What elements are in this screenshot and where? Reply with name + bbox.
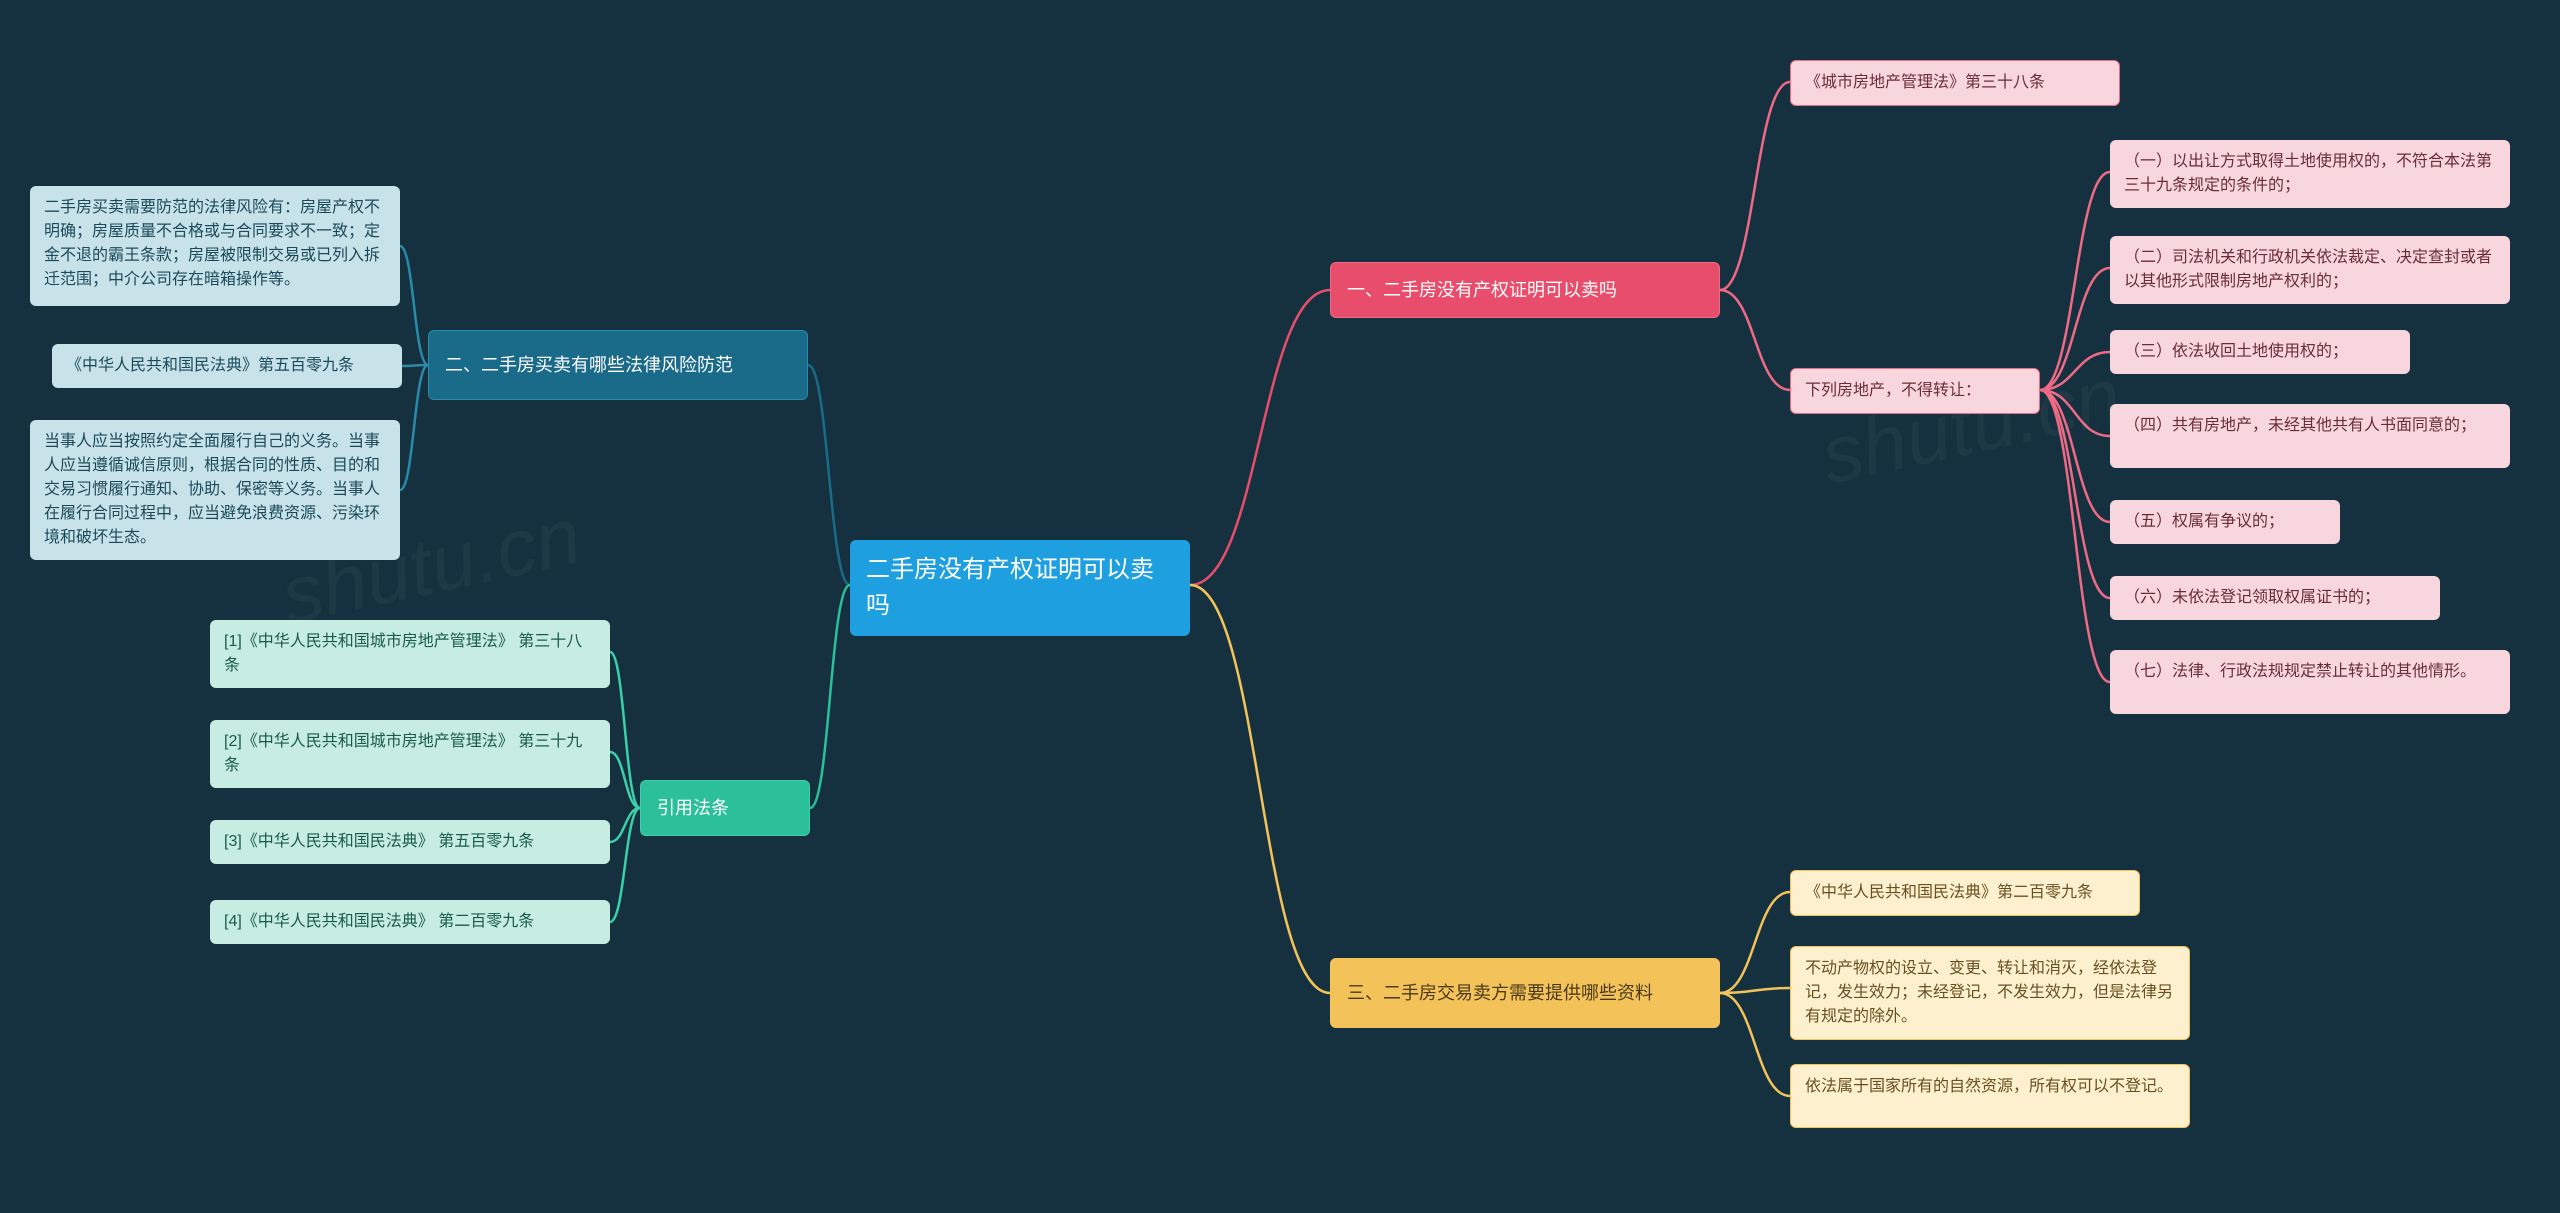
branch-1-2-a[interactable]: （一）以出让方式取得土地使用权的，不符合本法第三十九条规定的条件的； xyxy=(2110,140,2510,208)
branch-1-2-c[interactable]: （三）依法收回土地使用权的； xyxy=(2110,330,2410,374)
branch-4-child-1[interactable]: [1]《中华人民共和国城市房地产管理法》 第三十八条 xyxy=(210,620,610,688)
branch-2-child-1[interactable]: 二手房买卖需要防范的法律风险有：房屋产权不明确；房屋质量不合格或与合同要求不一致… xyxy=(30,186,400,306)
branch-3-child-1[interactable]: 《中华人民共和国民法典》第二百零九条 xyxy=(1790,870,2140,916)
branch-1-2-g[interactable]: （七）法律、行政法规规定禁止转让的其他情形。 xyxy=(2110,650,2510,714)
branch-1-2-f[interactable]: （六）未依法登记领取权属证书的； xyxy=(2110,576,2440,620)
branch-3-child-3[interactable]: 依法属于国家所有的自然资源，所有权可以不登记。 xyxy=(1790,1064,2190,1128)
branch-3[interactable]: 三、二手房交易卖方需要提供哪些资料 xyxy=(1330,958,1720,1028)
branch-4-child-3[interactable]: [3]《中华人民共和国民法典》 第五百零九条 xyxy=(210,820,610,864)
branch-2[interactable]: 二、二手房买卖有哪些法律风险防范 xyxy=(428,330,808,400)
root-node[interactable]: 二手房没有产权证明可以卖吗 xyxy=(850,540,1190,636)
branch-2-child-2[interactable]: 《中华人民共和国民法典》第五百零九条 xyxy=(52,344,402,388)
branch-4-child-4[interactable]: [4]《中华人民共和国民法典》 第二百零九条 xyxy=(210,900,610,944)
branch-1-child-2[interactable]: 下列房地产，不得转让： xyxy=(1790,368,2040,414)
branch-1-2-b[interactable]: （二）司法机关和行政机关依法裁定、决定查封或者以其他形式限制房地产权利的； xyxy=(2110,236,2510,304)
branch-4-child-2[interactable]: [2]《中华人民共和国城市房地产管理法》 第三十九条 xyxy=(210,720,610,788)
branch-2-child-3[interactable]: 当事人应当按照约定全面履行自己的义务。当事人应当遵循诚信原则，根据合同的性质、目… xyxy=(30,420,400,560)
branch-1-2-d[interactable]: （四）共有房地产，未经其他共有人书面同意的； xyxy=(2110,404,2510,468)
branch-4[interactable]: 引用法条 xyxy=(640,780,810,836)
branch-3-child-2[interactable]: 不动产物权的设立、变更、转让和消灭，经依法登记，发生效力；未经登记，不发生效力，… xyxy=(1790,946,2190,1040)
branch-1[interactable]: 一、二手房没有产权证明可以卖吗 xyxy=(1330,262,1720,318)
branch-1-child-1[interactable]: 《城市房地产管理法》第三十八条 xyxy=(1790,60,2120,106)
branch-1-2-e[interactable]: （五）权属有争议的； xyxy=(2110,500,2340,544)
